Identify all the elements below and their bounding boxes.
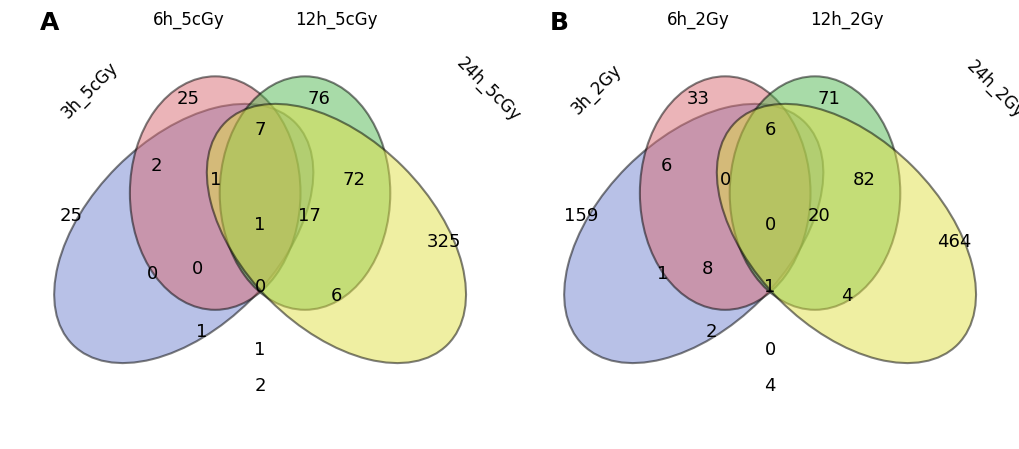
Ellipse shape <box>639 76 810 310</box>
Text: 82: 82 <box>852 171 875 189</box>
Text: 7: 7 <box>254 121 266 139</box>
Text: 33: 33 <box>686 90 709 108</box>
Text: 0: 0 <box>718 171 730 189</box>
Ellipse shape <box>729 76 900 310</box>
Text: 6h_5cGy: 6h_5cGy <box>152 11 224 30</box>
Text: 4: 4 <box>840 287 851 305</box>
Text: 1: 1 <box>209 171 221 189</box>
Text: 6: 6 <box>330 287 341 305</box>
Text: 24h_5cGy: 24h_5cGy <box>452 54 524 125</box>
Text: 0: 0 <box>254 278 266 296</box>
Text: B: B <box>549 11 569 35</box>
Text: 2: 2 <box>151 157 162 175</box>
Text: 2: 2 <box>705 323 716 341</box>
Text: 0: 0 <box>763 341 775 359</box>
Text: 0: 0 <box>763 216 775 233</box>
Text: 0: 0 <box>192 260 203 278</box>
Text: 1: 1 <box>656 265 667 283</box>
Ellipse shape <box>207 104 466 363</box>
Text: 76: 76 <box>307 90 329 108</box>
Text: 1: 1 <box>196 323 207 341</box>
Text: 24h_2Gy: 24h_2Gy <box>962 57 1019 122</box>
Ellipse shape <box>716 104 975 363</box>
Text: 71: 71 <box>816 90 839 108</box>
Text: 1: 1 <box>254 216 266 233</box>
Text: 6: 6 <box>660 157 672 175</box>
Text: 12h_5cGy: 12h_5cGy <box>294 11 377 30</box>
Text: 20: 20 <box>807 207 830 224</box>
Text: 25: 25 <box>60 207 83 224</box>
Ellipse shape <box>564 104 822 363</box>
Text: 6: 6 <box>763 121 775 139</box>
Text: 1: 1 <box>254 341 266 359</box>
Text: 25: 25 <box>176 90 200 108</box>
Text: A: A <box>40 11 59 35</box>
Ellipse shape <box>219 76 390 310</box>
Text: 159: 159 <box>564 207 598 224</box>
Text: 17: 17 <box>298 207 321 224</box>
Text: 325: 325 <box>427 233 461 251</box>
Text: 0: 0 <box>147 265 158 283</box>
Text: 1: 1 <box>763 278 775 296</box>
Text: 8: 8 <box>701 260 712 278</box>
Text: 464: 464 <box>936 233 970 251</box>
Text: 3h_5cGy: 3h_5cGy <box>58 58 121 122</box>
Text: 4: 4 <box>763 377 775 395</box>
Text: 12h_2Gy: 12h_2Gy <box>809 11 882 30</box>
Text: 2: 2 <box>254 377 266 395</box>
Text: 3h_2Gy: 3h_2Gy <box>568 61 625 119</box>
Text: 6h_2Gy: 6h_2Gy <box>666 11 729 30</box>
Ellipse shape <box>54 104 313 363</box>
Text: 72: 72 <box>342 171 366 189</box>
Ellipse shape <box>129 76 301 310</box>
